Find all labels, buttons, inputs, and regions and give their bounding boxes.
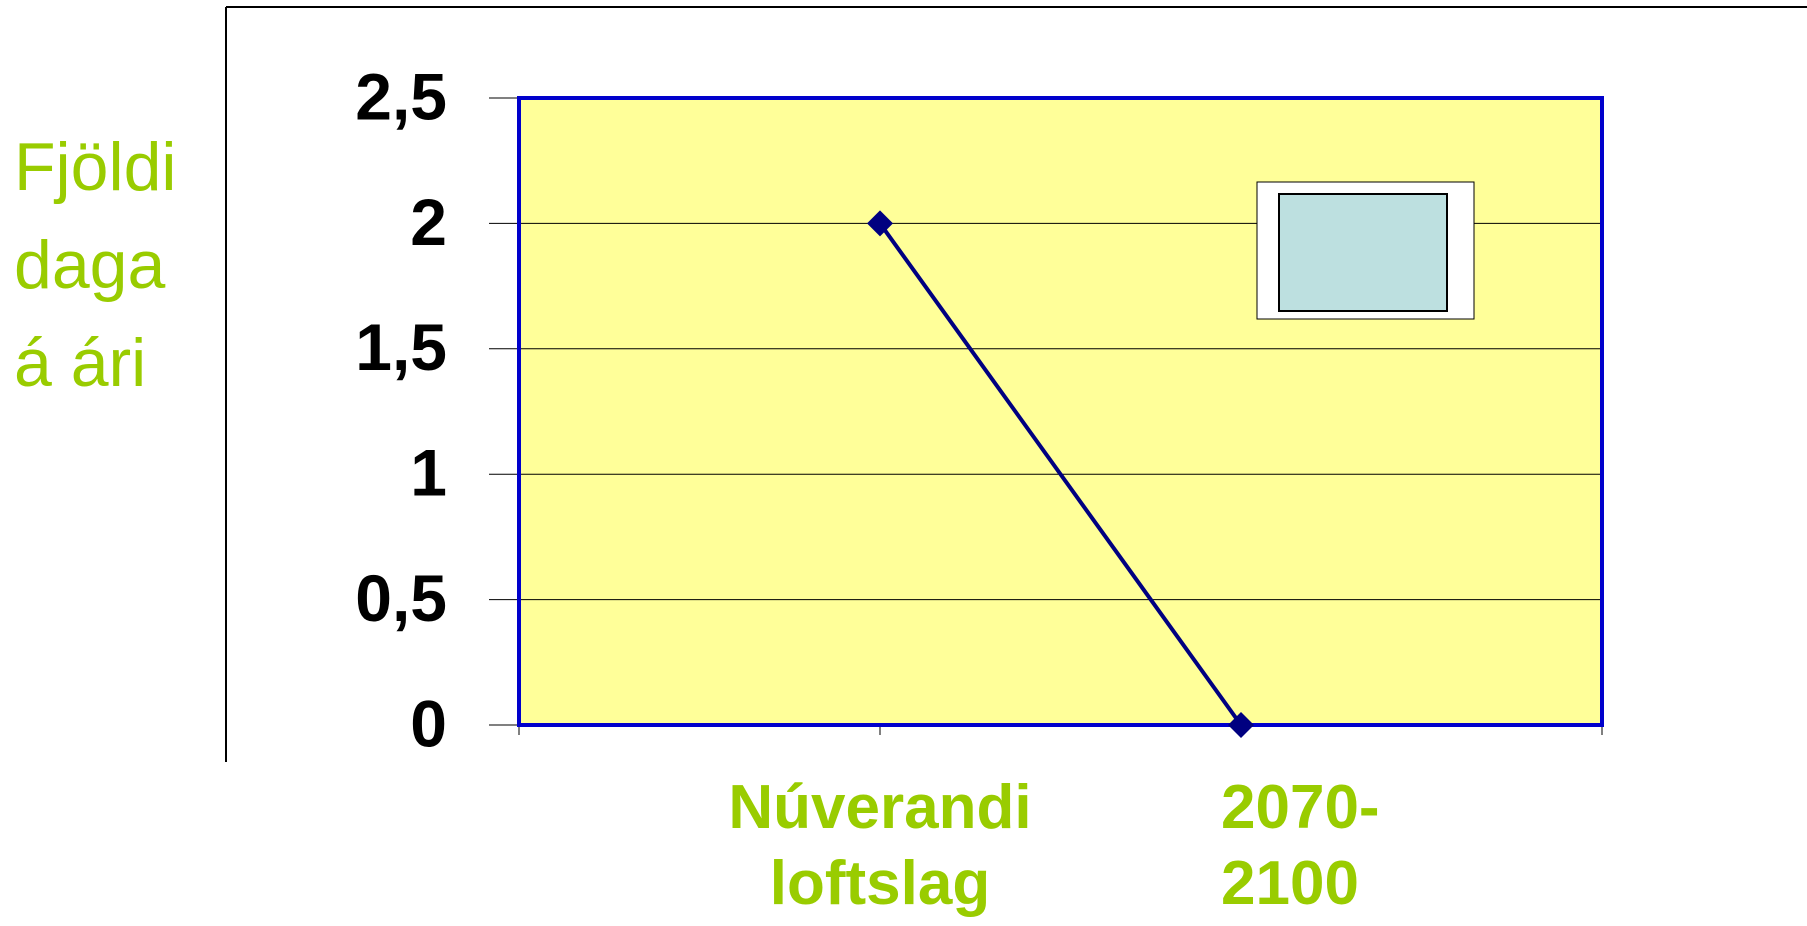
y-tick-label: 1,5 [355, 310, 447, 384]
y-tick-label: 0,5 [355, 561, 447, 635]
y-tick-label: 2 [410, 185, 447, 259]
marks [867, 210, 1254, 738]
y-axis-label: Fjöldi daga á ári [14, 129, 177, 401]
y-tick-label: 1 [410, 436, 447, 510]
y-tick-label: 2,5 [355, 59, 447, 133]
y-tick-label: 0 [410, 686, 447, 760]
plot-border [517, 96, 1604, 727]
line [878, 222, 1243, 727]
point [867, 210, 893, 237]
x-tick-label: Núverandi loftslag [728, 773, 1032, 918]
point [1228, 712, 1254, 738]
x-tick-label: 2070-2100 [1221, 773, 1380, 918]
legend-swatch [1278, 193, 1448, 312]
